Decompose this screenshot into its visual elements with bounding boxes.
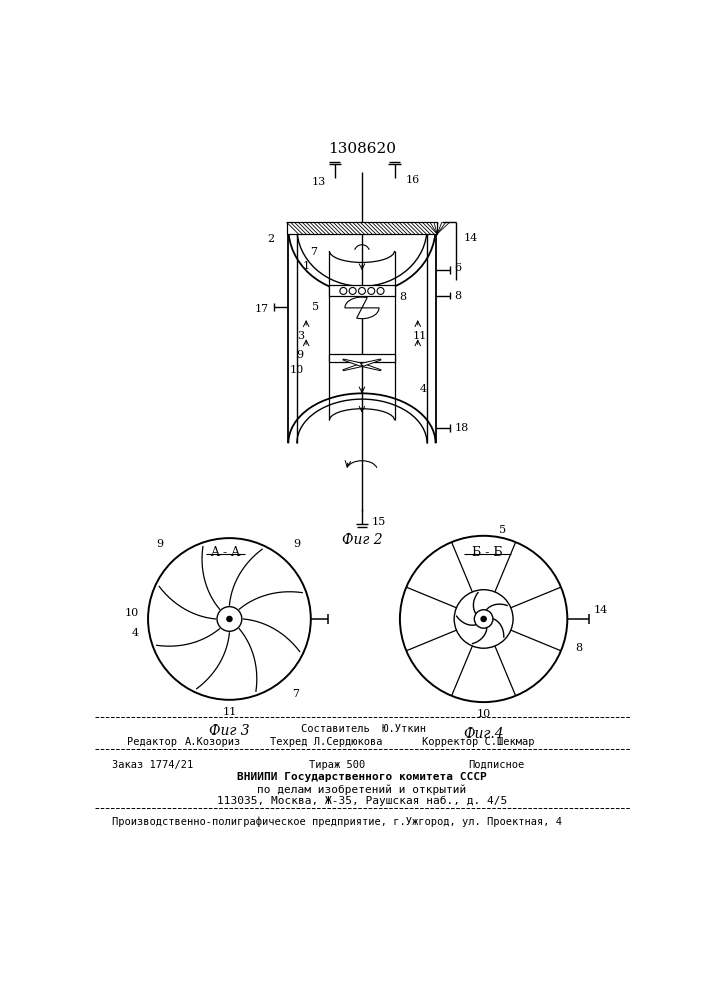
Text: Составитель  Ю.Уткин: Составитель Ю.Уткин bbox=[301, 724, 426, 734]
Text: 3: 3 bbox=[297, 331, 304, 341]
Text: 11: 11 bbox=[412, 331, 426, 341]
Text: Производственно-полиграфическое предприятие, г.Ужгород, ул. Проектная, 4: Производственно-полиграфическое предприя… bbox=[112, 817, 561, 827]
Text: 4: 4 bbox=[132, 628, 139, 638]
Text: 5: 5 bbox=[499, 525, 506, 535]
Text: Б - Б: Б - Б bbox=[472, 546, 503, 559]
Text: Фиг 2: Фиг 2 bbox=[341, 533, 382, 547]
Polygon shape bbox=[343, 359, 363, 366]
Text: 10: 10 bbox=[290, 365, 304, 375]
Text: А.Козориз: А.Козориз bbox=[185, 737, 242, 747]
Bar bbox=[287, 222, 437, 234]
Text: 5: 5 bbox=[312, 302, 320, 312]
Text: 7: 7 bbox=[292, 689, 299, 699]
Circle shape bbox=[227, 616, 232, 622]
Text: 8: 8 bbox=[399, 292, 407, 302]
Text: ВНИИПИ Государственного комитета СССР: ВНИИПИ Государственного комитета СССР bbox=[237, 772, 487, 782]
Text: 1308620: 1308620 bbox=[328, 142, 396, 156]
Text: 6: 6 bbox=[454, 263, 461, 273]
Text: A - A: A - A bbox=[211, 546, 240, 559]
Text: 13: 13 bbox=[311, 177, 325, 187]
Text: 1: 1 bbox=[303, 261, 310, 271]
Text: 4: 4 bbox=[420, 384, 427, 394]
Text: 16: 16 bbox=[405, 175, 419, 185]
Polygon shape bbox=[343, 364, 363, 371]
Polygon shape bbox=[361, 359, 381, 366]
Text: Корректор С.Шекмар: Корректор С.Шекмар bbox=[421, 737, 534, 747]
Polygon shape bbox=[356, 308, 379, 319]
Text: Техред Л.Сердюкова: Техред Л.Сердюкова bbox=[271, 737, 383, 747]
Circle shape bbox=[217, 607, 242, 631]
Text: 7: 7 bbox=[310, 247, 317, 257]
Polygon shape bbox=[361, 364, 381, 371]
Text: по делам изобретений и открытий: по делам изобретений и открытий bbox=[257, 785, 467, 795]
Text: Подписное: Подписное bbox=[468, 760, 525, 770]
Text: 18: 18 bbox=[454, 423, 469, 433]
Text: 10: 10 bbox=[124, 608, 139, 618]
Polygon shape bbox=[345, 297, 367, 308]
Bar bbox=[329, 285, 395, 296]
Text: 14: 14 bbox=[594, 605, 608, 615]
Text: 113035, Москва, Ж-35, Раушская наб., д. 4/5: 113035, Москва, Ж-35, Раушская наб., д. … bbox=[217, 796, 507, 806]
Text: 2: 2 bbox=[267, 234, 274, 244]
Text: Заказ 1774/21: Заказ 1774/21 bbox=[112, 760, 193, 770]
Text: 8: 8 bbox=[454, 291, 461, 301]
Text: Редактор: Редактор bbox=[127, 737, 177, 747]
Text: 9: 9 bbox=[156, 539, 163, 549]
Text: 9: 9 bbox=[293, 539, 300, 549]
Text: Фиг 3: Фиг 3 bbox=[209, 724, 250, 738]
Circle shape bbox=[474, 610, 493, 628]
Text: 15: 15 bbox=[371, 517, 385, 527]
Text: 10: 10 bbox=[477, 709, 491, 719]
Text: 11: 11 bbox=[222, 707, 237, 717]
Text: Фиг.4: Фиг.4 bbox=[463, 727, 504, 741]
Bar bbox=[329, 354, 395, 362]
Text: 14: 14 bbox=[464, 233, 478, 243]
Text: 17: 17 bbox=[255, 304, 269, 314]
Text: 9: 9 bbox=[297, 350, 304, 360]
Circle shape bbox=[481, 616, 486, 622]
Text: 8: 8 bbox=[575, 643, 582, 653]
Text: Тираж 500: Тираж 500 bbox=[309, 760, 366, 770]
